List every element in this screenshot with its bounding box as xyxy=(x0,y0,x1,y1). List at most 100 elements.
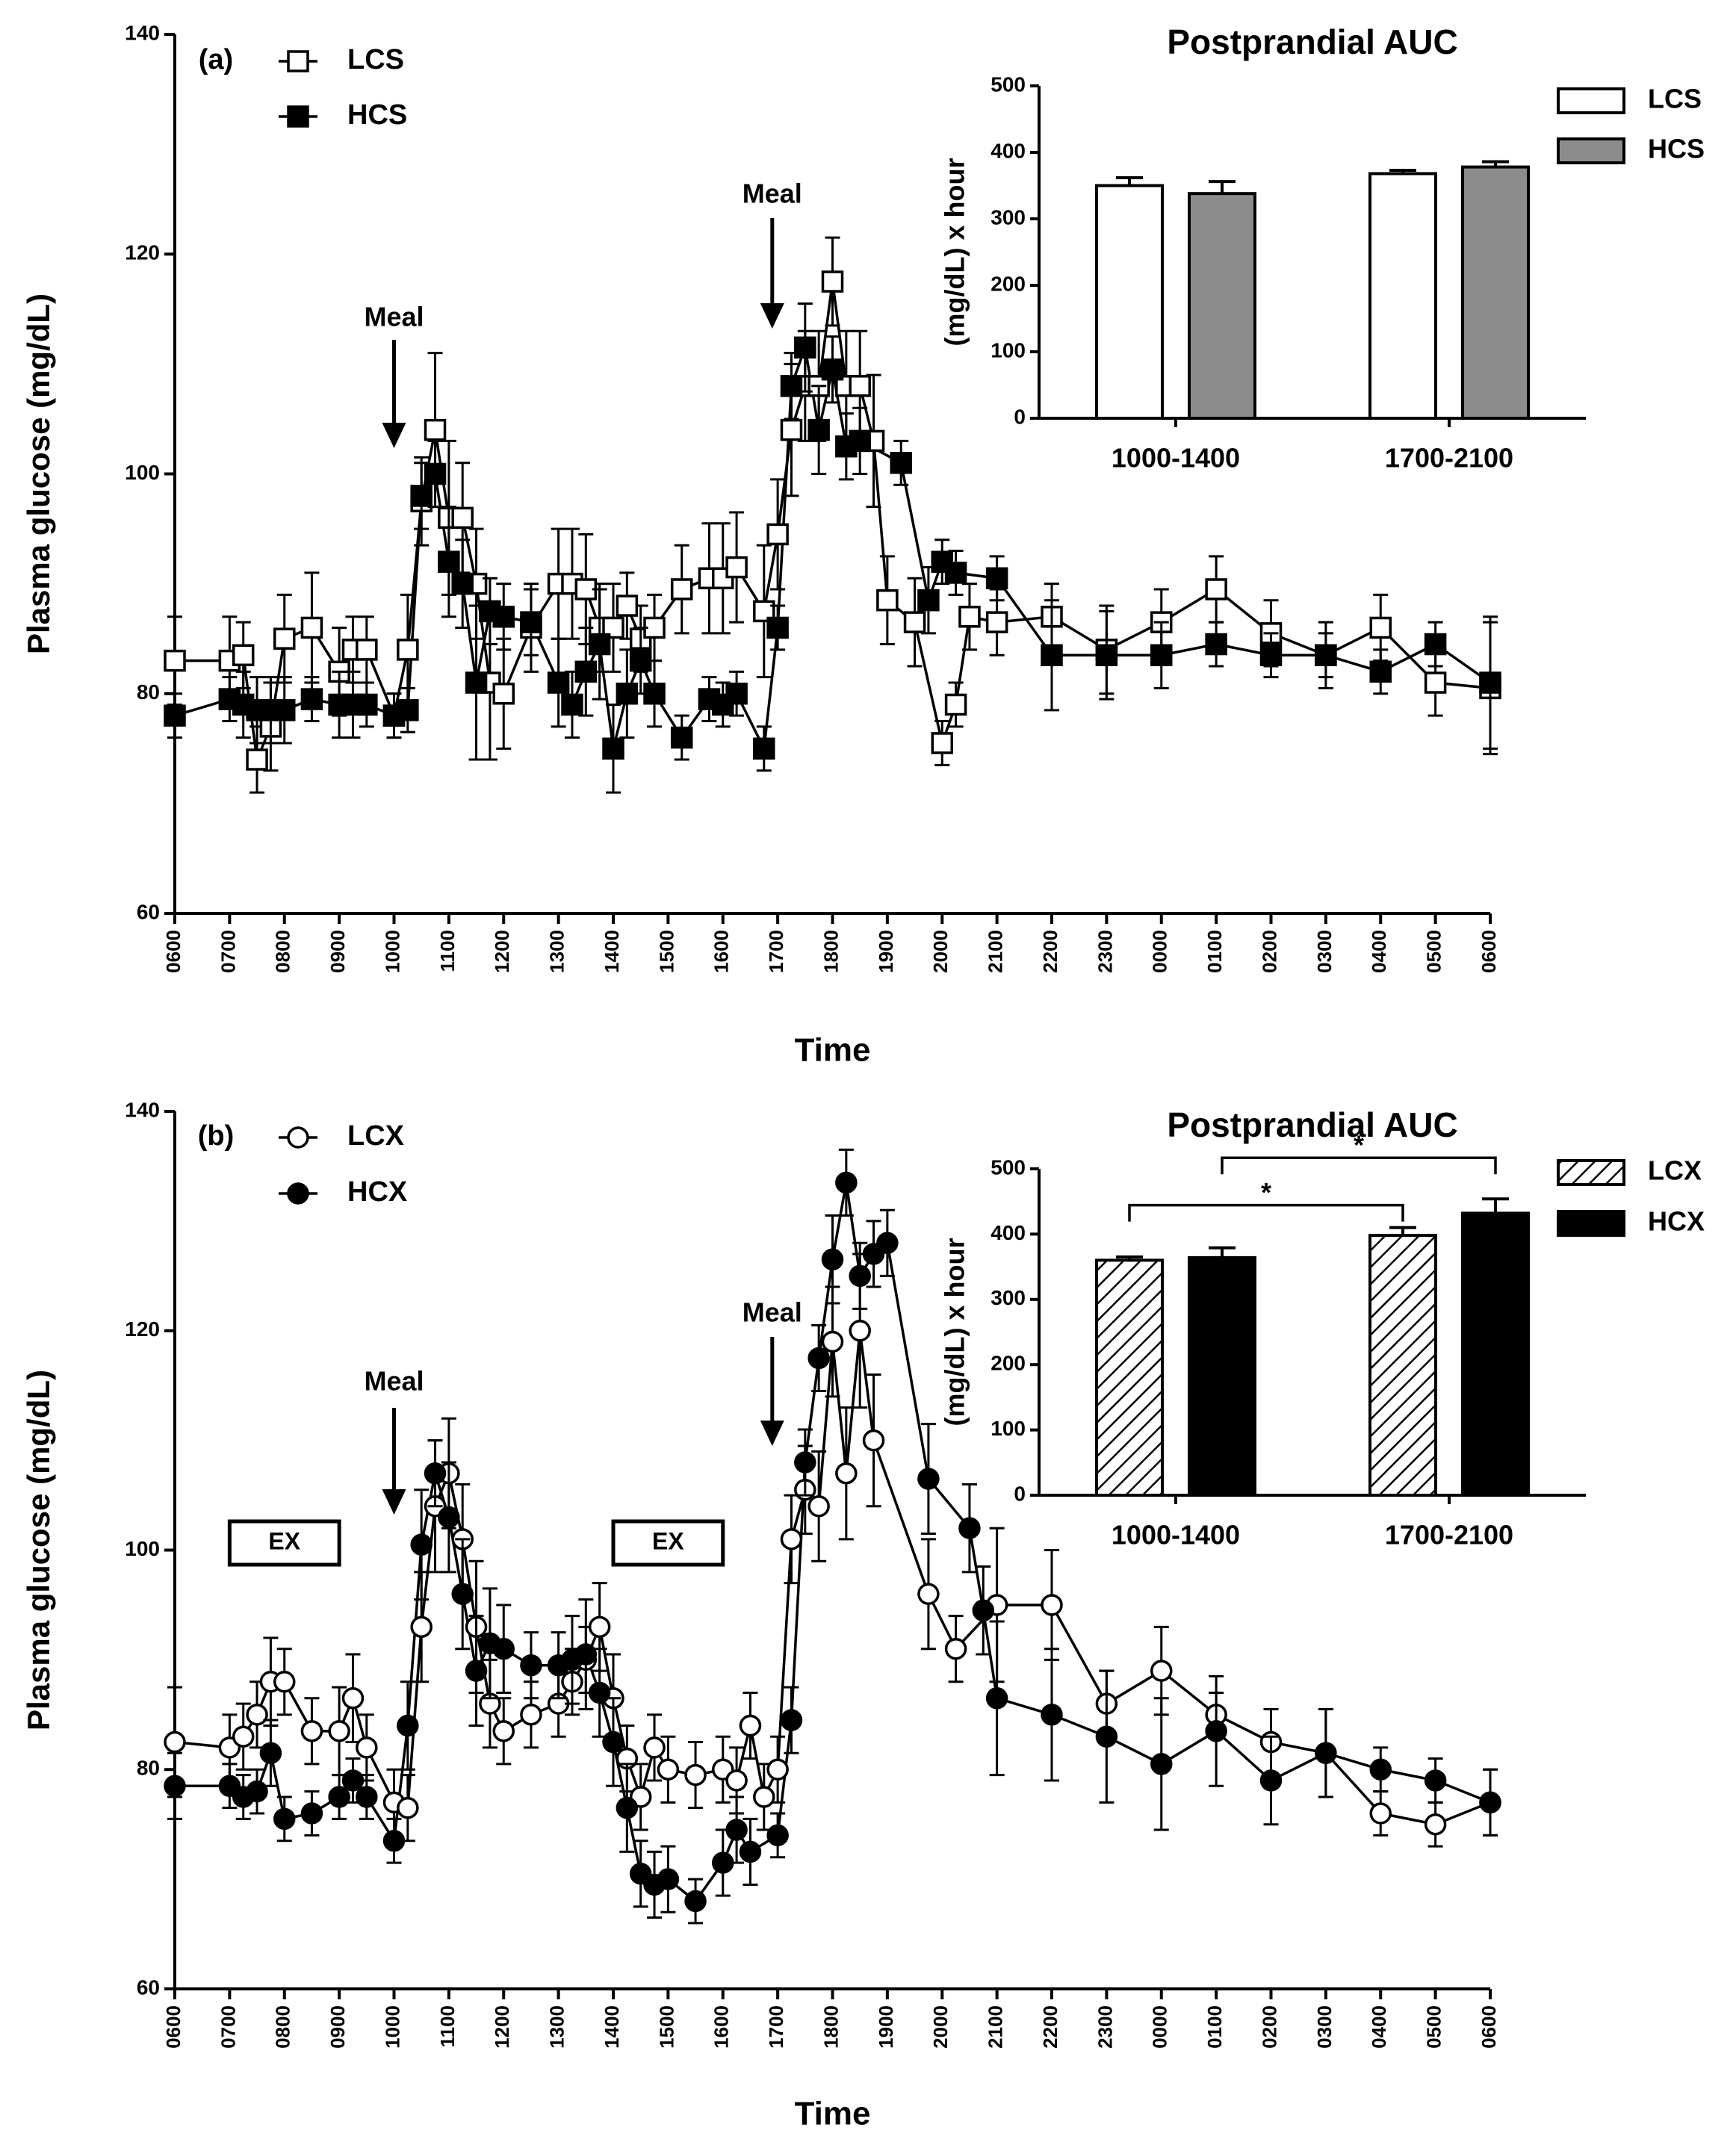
x-tick-label: 0600 xyxy=(1478,2005,1500,2049)
legend-swatch xyxy=(1557,87,1625,114)
marker xyxy=(1315,1742,1337,1764)
annotation: Meal xyxy=(743,178,802,209)
marker xyxy=(492,606,515,628)
marker xyxy=(1315,644,1337,667)
marker xyxy=(1095,644,1118,667)
marker xyxy=(424,418,447,441)
x-tick-label: 0100 xyxy=(1203,2005,1226,2049)
marker xyxy=(438,550,460,573)
x-tick-label: 0400 xyxy=(1368,2005,1390,2049)
x-tick-label: 2300 xyxy=(1094,2005,1116,2049)
marker xyxy=(849,429,871,453)
marker xyxy=(985,1687,1008,1710)
x-tick-label: 1400 xyxy=(601,930,623,973)
error-bar xyxy=(1116,176,1143,186)
marker xyxy=(725,1769,748,1792)
x-tick-label: 0200 xyxy=(1258,2005,1280,2049)
marker xyxy=(766,523,789,546)
bar xyxy=(1188,192,1256,420)
marker xyxy=(397,1796,419,1819)
marker xyxy=(1205,633,1227,656)
x-tick-label: 0700 xyxy=(217,930,239,973)
y-tick-label: 400 xyxy=(991,1221,1026,1244)
marker xyxy=(438,1506,460,1529)
marker xyxy=(944,693,967,716)
legend-swatch xyxy=(1557,1210,1625,1237)
bar xyxy=(1461,1211,1530,1497)
arrow-head xyxy=(382,1489,406,1515)
marker xyxy=(520,1654,542,1677)
marker xyxy=(397,699,419,721)
bar xyxy=(1095,184,1164,420)
marker xyxy=(725,556,748,579)
marker xyxy=(753,737,775,760)
marker xyxy=(616,1796,639,1819)
marker xyxy=(931,732,953,754)
x-tick-label: 0100 xyxy=(1203,930,1226,973)
marker xyxy=(944,562,967,584)
marker xyxy=(835,1462,858,1485)
legend-label: LCS xyxy=(1648,84,1702,114)
marker xyxy=(739,1714,762,1737)
significance-label: * xyxy=(1354,1130,1364,1161)
x-axis-label: Time xyxy=(795,2096,871,2132)
marker xyxy=(164,704,186,727)
marker xyxy=(328,1720,350,1742)
x-tick-label: 1900 xyxy=(875,2005,897,2049)
marker xyxy=(356,1786,378,1808)
marker xyxy=(356,1736,378,1759)
marker xyxy=(643,683,666,705)
x-tick-label: 1700-2100 xyxy=(1385,1520,1513,1550)
marker xyxy=(382,1829,406,1852)
bar xyxy=(1368,1234,1437,1497)
chart-title: Postprandial AUC xyxy=(1167,22,1457,61)
x-tick-label: 2000 xyxy=(929,2005,952,2049)
marker xyxy=(341,1769,365,1792)
ex-box xyxy=(611,1519,725,1567)
y-tick-label: 100 xyxy=(125,461,160,484)
x-tick-label: 1000-1400 xyxy=(1112,443,1240,474)
x-tick-label: 0800 xyxy=(272,2005,294,2049)
marker xyxy=(821,1330,844,1353)
marker xyxy=(300,688,323,710)
x-tick-label: 1000 xyxy=(381,2005,403,2049)
marker xyxy=(1205,1720,1227,1742)
y-tick-label: 120 xyxy=(125,1317,160,1341)
x-tick-label: 0600 xyxy=(162,930,185,973)
marker xyxy=(670,726,693,749)
y-axis-label: Plasma glucose (mg/dL) xyxy=(21,1370,56,1730)
marker xyxy=(574,660,598,683)
x-tick-label: 0500 xyxy=(1423,930,1445,973)
marker xyxy=(451,1583,474,1605)
marker xyxy=(574,1643,598,1666)
error-bar xyxy=(1209,180,1236,194)
marker xyxy=(807,1347,830,1370)
marker xyxy=(849,375,871,397)
marker xyxy=(616,595,639,617)
arrow-head xyxy=(382,423,406,448)
marker xyxy=(451,572,474,595)
x-tick-label: 0900 xyxy=(326,2005,349,2049)
x-tick-label: 0500 xyxy=(1423,2005,1445,2049)
marker xyxy=(547,671,570,694)
marker xyxy=(985,567,1008,590)
marker xyxy=(520,1704,542,1726)
marker xyxy=(670,578,693,600)
significance-label: * xyxy=(1261,1177,1271,1208)
marker xyxy=(821,1248,844,1271)
marker xyxy=(410,485,433,507)
y-tick-label: 100 xyxy=(991,338,1026,361)
marker xyxy=(246,1780,268,1803)
marker xyxy=(356,639,378,661)
panel-label: (b) xyxy=(198,1120,235,1152)
series-line xyxy=(174,342,1492,754)
legend-label: HCS xyxy=(1648,134,1705,164)
y-tick-label: 120 xyxy=(125,241,160,264)
marker xyxy=(465,671,488,694)
legend-label: HCX xyxy=(347,1176,408,1208)
marker xyxy=(273,699,296,721)
legend-swatch xyxy=(1557,137,1625,164)
legend-marker xyxy=(287,50,309,72)
legend-label: HCX xyxy=(1648,1206,1705,1237)
